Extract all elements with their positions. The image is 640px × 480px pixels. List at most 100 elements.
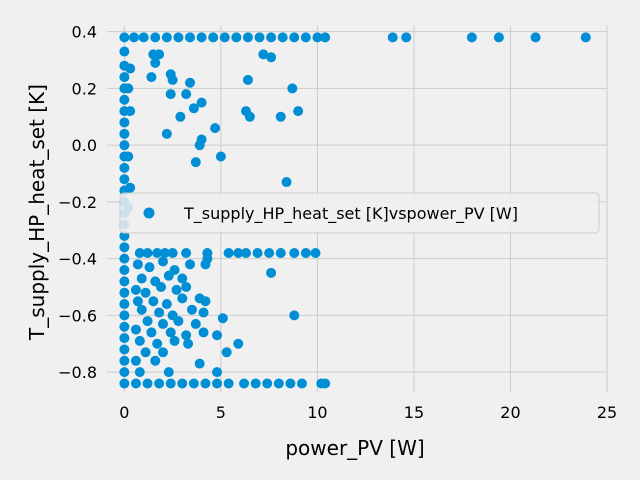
data-point bbox=[293, 106, 304, 117]
data-point bbox=[142, 316, 153, 327]
x-tick-labels: 0 5 10 15 20 25 bbox=[119, 403, 617, 422]
data-point bbox=[258, 49, 269, 60]
data-point bbox=[181, 247, 192, 258]
data-point bbox=[252, 247, 263, 258]
data-point bbox=[185, 32, 196, 43]
data-point bbox=[320, 378, 331, 389]
data-point bbox=[277, 32, 288, 43]
data-point bbox=[217, 313, 228, 324]
data-point bbox=[119, 32, 130, 43]
data-point bbox=[119, 333, 130, 344]
data-point bbox=[150, 32, 161, 43]
data-point bbox=[215, 151, 226, 162]
data-point bbox=[123, 83, 134, 94]
data-point bbox=[200, 296, 211, 307]
data-point bbox=[163, 367, 174, 378]
y-tick-label: −0.8 bbox=[58, 363, 97, 382]
y-tick-label: −0.2 bbox=[58, 193, 97, 212]
data-point bbox=[310, 247, 321, 258]
data-point bbox=[119, 265, 130, 275]
data-point bbox=[320, 32, 331, 43]
data-point bbox=[119, 276, 130, 287]
data-point bbox=[387, 32, 398, 43]
data-point bbox=[244, 111, 255, 122]
y-tick-label: −0.6 bbox=[58, 306, 97, 325]
data-point bbox=[493, 32, 504, 43]
data-point bbox=[254, 32, 265, 43]
y-tick-label: −0.4 bbox=[58, 250, 97, 269]
data-point bbox=[134, 247, 145, 258]
data-point bbox=[198, 327, 209, 338]
data-point bbox=[169, 335, 180, 346]
legend-entry-label: T_supply_HP_heat_set [K]vspower_PV [W] bbox=[183, 204, 518, 224]
data-point bbox=[212, 367, 223, 378]
data-point bbox=[132, 296, 143, 307]
data-point bbox=[161, 32, 172, 43]
data-point bbox=[185, 259, 196, 270]
data-point bbox=[231, 32, 242, 43]
data-point bbox=[289, 310, 300, 321]
data-point bbox=[154, 378, 165, 389]
data-point bbox=[466, 32, 477, 43]
data-point bbox=[165, 327, 176, 338]
data-point bbox=[130, 378, 141, 389]
data-point bbox=[401, 32, 412, 43]
data-point bbox=[119, 310, 130, 321]
data-point bbox=[223, 247, 234, 258]
data-point bbox=[130, 355, 141, 366]
data-point bbox=[154, 49, 165, 60]
data-point bbox=[152, 247, 163, 258]
legend-marker bbox=[143, 207, 155, 219]
data-point bbox=[119, 117, 130, 128]
data-point bbox=[190, 157, 201, 168]
data-point bbox=[134, 335, 145, 346]
data-point bbox=[200, 378, 211, 389]
data-point bbox=[119, 367, 130, 378]
data-point bbox=[146, 327, 157, 338]
x-tick-label: 20 bbox=[500, 403, 520, 422]
data-point bbox=[196, 32, 207, 43]
data-point bbox=[165, 378, 176, 389]
data-point bbox=[157, 256, 168, 267]
data-point bbox=[181, 330, 192, 341]
data-point bbox=[173, 316, 184, 327]
data-point bbox=[196, 97, 207, 108]
data-point bbox=[185, 77, 196, 88]
data-point bbox=[140, 287, 151, 298]
data-point bbox=[202, 253, 213, 264]
data-point bbox=[119, 46, 130, 57]
data-point bbox=[150, 355, 161, 366]
data-point bbox=[159, 247, 170, 258]
data-point bbox=[119, 174, 130, 185]
data-point bbox=[530, 32, 541, 43]
data-point bbox=[240, 247, 251, 258]
data-point bbox=[221, 347, 232, 358]
data-point bbox=[129, 32, 140, 43]
data-point bbox=[181, 89, 192, 100]
data-point bbox=[130, 324, 141, 335]
data-point bbox=[198, 307, 209, 318]
data-point bbox=[208, 32, 219, 43]
data-point bbox=[167, 74, 178, 85]
data-point bbox=[212, 330, 223, 341]
data-point bbox=[181, 282, 192, 293]
data-point bbox=[119, 287, 130, 298]
data-point bbox=[275, 247, 286, 258]
y-tick-label: 0.0 bbox=[72, 136, 97, 155]
data-point bbox=[186, 304, 197, 315]
y-tick-label: 0.4 bbox=[72, 23, 97, 42]
data-point bbox=[177, 293, 188, 304]
data-point bbox=[119, 140, 130, 151]
data-point bbox=[125, 106, 136, 117]
data-point bbox=[194, 140, 205, 151]
data-point bbox=[138, 32, 149, 43]
data-point bbox=[119, 253, 130, 264]
data-point bbox=[144, 262, 155, 273]
data-point bbox=[171, 284, 182, 295]
data-point bbox=[223, 378, 234, 389]
x-tick-label: 5 bbox=[216, 403, 226, 422]
data-point bbox=[233, 247, 244, 258]
data-point bbox=[242, 32, 253, 43]
data-point bbox=[312, 32, 323, 43]
